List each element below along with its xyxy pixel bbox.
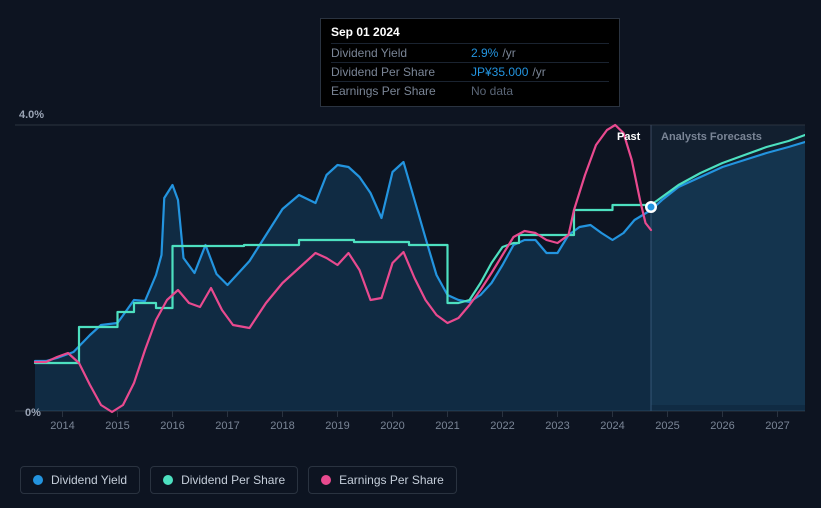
tooltip-label: Earnings Per Share (331, 84, 471, 98)
x-axis-label: 2017 (215, 420, 239, 432)
tooltip-label: Dividend Per Share (331, 65, 471, 79)
tooltip-date: Sep 01 2024 (331, 25, 609, 39)
x-axis-label: 2022 (490, 420, 514, 432)
x-axis-label: 2016 (160, 420, 184, 432)
legend-label: Earnings Per Share (339, 473, 444, 487)
tooltip-row: Dividend Per ShareJP¥35.000/yr (331, 62, 609, 81)
x-axis: 2014 2015 2016 2017 2018 2019 2020 2021 2022 2023… (15, 420, 805, 440)
x-axis-label: 2020 (380, 420, 404, 432)
tooltip-row: Earnings Per ShareNo data (331, 81, 609, 100)
past-section-label: Past (617, 131, 640, 143)
legend-label: Dividend Yield (51, 473, 127, 487)
x-axis-label: 2027 (765, 420, 789, 432)
legend-dot (33, 475, 43, 485)
tooltip-nodata: No data (471, 84, 513, 98)
x-axis-label: 2018 (270, 420, 294, 432)
tooltip-unit: /yr (502, 46, 515, 60)
chart-svg (15, 105, 805, 425)
legend-item[interactable]: Dividend Per Share (150, 466, 298, 494)
x-axis-label: 2023 (545, 420, 569, 432)
x-axis-label: 2019 (325, 420, 349, 432)
legend-item[interactable]: Earnings Per Share (308, 466, 457, 494)
chart-area: 4.0% 0% Past Analysts Forecasts (15, 105, 805, 445)
x-axis-label: 2014 (50, 420, 74, 432)
legend-label: Dividend Per Share (181, 473, 285, 487)
x-axis-label: 2021 (435, 420, 459, 432)
chart-tooltip: Sep 01 2024 Dividend Yield2.9%/yrDividen… (320, 18, 620, 107)
forecast-section-label: Analysts Forecasts (661, 131, 762, 143)
x-axis-label: 2024 (600, 420, 624, 432)
y-axis-min: 0% (25, 407, 41, 419)
legend: Dividend Yield Dividend Per Share Earnings… (20, 466, 457, 494)
y-axis-max: 4.0% (19, 109, 44, 121)
x-axis-label: 2015 (105, 420, 129, 432)
legend-dot (321, 475, 331, 485)
x-axis-label: 2025 (655, 420, 679, 432)
tooltip-unit: /yr (532, 65, 545, 79)
tooltip-value: 2.9%/yr (471, 46, 516, 60)
legend-item[interactable]: Dividend Yield (20, 466, 140, 494)
x-axis-label: 2026 (710, 420, 734, 432)
tooltip-row: Dividend Yield2.9%/yr (331, 43, 609, 62)
legend-dot (163, 475, 173, 485)
tooltip-label: Dividend Yield (331, 46, 471, 60)
tooltip-value: JP¥35.000/yr (471, 65, 546, 79)
